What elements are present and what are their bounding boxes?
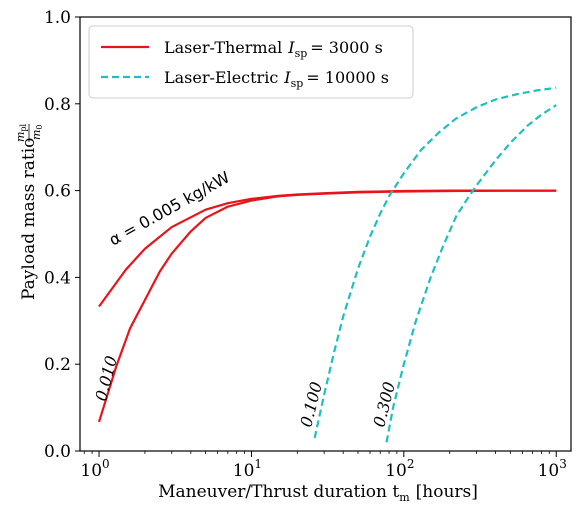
legend-entry-laser-electric: Laser-Electric Isp = 10000 s	[101, 68, 389, 90]
legend-isp-value: = 3000 s	[310, 38, 383, 57]
series-line-1	[97, 189, 557, 423]
y-tick-label: 0.6	[44, 182, 71, 202]
legend-isp-symbol: I	[287, 38, 295, 57]
y-tick-label: 1.0	[44, 8, 71, 28]
legend-entry-laser-thermal: Laser-Thermal Isp = 3000 s	[101, 38, 383, 60]
legend-isp-sub: sp	[291, 77, 304, 90]
svg-text:mpl: mpl	[14, 123, 28, 142]
series-layer	[97, 86, 557, 443]
x-tick-label: 102	[385, 457, 414, 481]
x-tick-label: 101	[233, 457, 262, 481]
legend-isp-value: = 10000 s	[306, 68, 389, 87]
frac-num: m	[14, 132, 27, 142]
y-tick-label: 0.4	[44, 268, 71, 288]
annotation-alpha-0010: 0.010	[91, 354, 121, 403]
series-line-2	[313, 86, 557, 439]
legend-box	[88, 25, 414, 99]
y-axis-label-fraction: mpl m0	[14, 123, 44, 142]
frac-den-sub: 0	[35, 124, 44, 129]
annotation-alpha-0005: α = 0.005 kg/kW	[106, 167, 233, 249]
y-tick-label: 0.8	[44, 95, 71, 115]
x-tick-label: 100	[80, 457, 109, 481]
legend-label-laser-thermal: Laser-Thermal	[164, 38, 282, 57]
plot-frame	[79, 16, 572, 452]
svg-text:m0: m0	[30, 124, 44, 140]
legend-isp-symbol: I	[283, 68, 291, 87]
ticks-layer: 0.0 0.2 0.4 0.6 0.8 1.0 100 101 102 103	[44, 8, 567, 481]
y-axis-label: Payload mass ratio mpl m0	[14, 123, 44, 300]
legend: Laser-Thermal Isp = 3000 s Laser-Electric I…	[88, 25, 414, 99]
x-tick-label: 103	[538, 457, 567, 481]
frac-num-sub: pl	[19, 123, 28, 131]
y-axis-label-text: Payload mass ratio	[19, 138, 39, 300]
y-tick-label: 0.0	[44, 442, 71, 462]
x-axis-label: Maneuver/Thrust duration tm [hours]	[158, 482, 478, 504]
legend-label-laser-electric: Laser-Electric	[164, 68, 278, 87]
legend-isp-sub: sp	[295, 47, 308, 60]
series-line-3	[385, 104, 557, 443]
y-tick-label: 0.2	[44, 355, 71, 375]
frac-den: m	[30, 130, 43, 140]
